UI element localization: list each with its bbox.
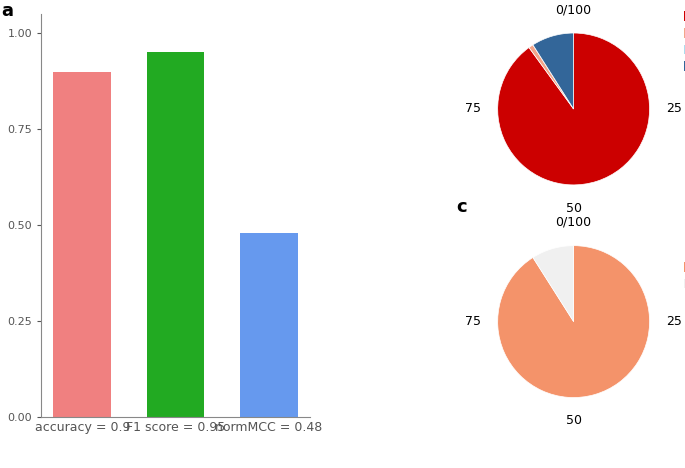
Bar — [53, 72, 111, 417]
Text: 75: 75 — [465, 102, 481, 116]
Text: 50: 50 — [566, 414, 582, 427]
Text: 25: 25 — [667, 102, 682, 116]
Text: c: c — [456, 198, 466, 216]
Wedge shape — [533, 33, 573, 109]
Wedge shape — [498, 246, 649, 397]
Legend: TP = 90, FN = 1, TN = 0, FP = 9: TP = 90, FN = 1, TN = 0, FP = 9 — [684, 10, 685, 73]
Wedge shape — [498, 33, 649, 185]
Legend: accuracy = 0.9, F1 score = 0.95, normMCC = 0.48: accuracy = 0.9, F1 score = 0.95, normMCC… — [320, 171, 452, 219]
Text: b: b — [456, 0, 469, 4]
Wedge shape — [529, 45, 573, 109]
Legend: positives = 91, negatives = 9: positives = 91, negatives = 9 — [684, 261, 685, 291]
Wedge shape — [533, 45, 573, 109]
Text: 75: 75 — [465, 315, 481, 328]
Wedge shape — [533, 246, 573, 322]
Text: a: a — [1, 2, 13, 20]
Text: 25: 25 — [667, 315, 682, 328]
Text: 0/100: 0/100 — [556, 216, 592, 229]
Bar — [147, 52, 204, 417]
Bar — [240, 233, 298, 417]
Text: 50: 50 — [566, 202, 582, 215]
Text: 0/100: 0/100 — [556, 3, 592, 16]
